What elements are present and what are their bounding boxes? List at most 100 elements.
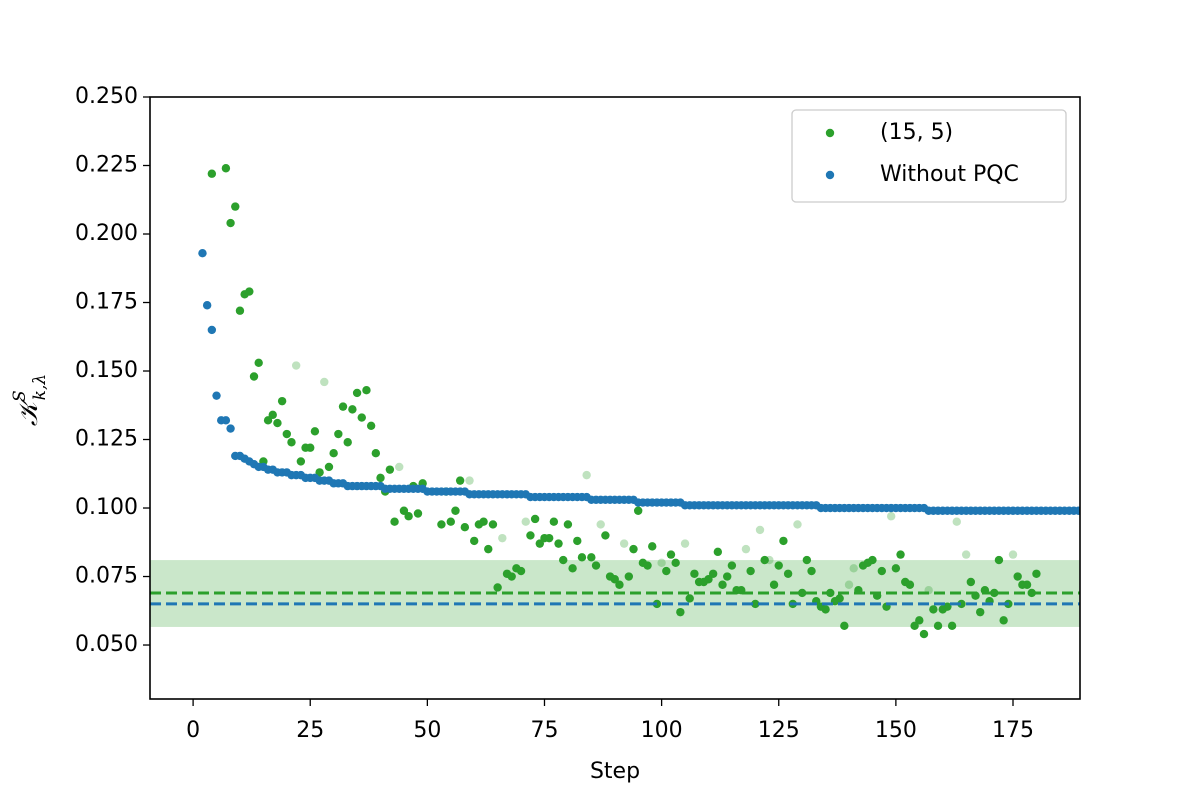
x-tick-label: 50: [413, 718, 441, 743]
point: [704, 575, 713, 584]
point: [334, 429, 343, 439]
y-tick-label: 0.125: [75, 427, 138, 452]
point: [385, 465, 395, 474]
point: [207, 169, 217, 178]
point: [966, 577, 976, 587]
point: [657, 558, 666, 568]
point: [324, 462, 334, 472]
point: [315, 468, 324, 477]
point: [765, 555, 774, 565]
point: [451, 506, 460, 515]
point: [844, 580, 854, 589]
point: [395, 462, 404, 472]
point: [840, 621, 849, 631]
point: [929, 605, 938, 614]
point: [615, 580, 624, 589]
point: [488, 520, 498, 529]
point: [366, 421, 376, 431]
point: [470, 536, 479, 546]
point: [198, 248, 207, 258]
point: [643, 561, 652, 570]
point: [268, 410, 277, 420]
point: [760, 555, 769, 565]
point: [933, 621, 943, 631]
point: [263, 416, 273, 425]
point: [680, 539, 690, 548]
point: [905, 580, 915, 589]
point: [212, 391, 221, 400]
point: [329, 449, 338, 458]
point: [994, 555, 1004, 565]
point: [662, 566, 671, 576]
point: [362, 385, 371, 395]
point: [484, 544, 493, 554]
point: [352, 388, 362, 398]
point: [320, 377, 329, 387]
point: [587, 553, 596, 562]
point: [245, 287, 254, 296]
point: [957, 599, 966, 609]
point: [231, 202, 240, 211]
point: [291, 361, 301, 370]
point: [202, 301, 212, 310]
point: [727, 561, 737, 570]
point: [568, 564, 577, 573]
y-tick-label: 0.050: [75, 632, 138, 657]
point: [559, 555, 568, 565]
point: [915, 616, 924, 625]
point: [498, 533, 507, 543]
point: [779, 536, 788, 546]
y-tick-label: 0.175: [75, 290, 138, 315]
point: [976, 607, 985, 617]
point: [666, 550, 676, 559]
point: [404, 512, 413, 521]
point: [708, 569, 718, 578]
x-tick-label: 100: [641, 718, 683, 743]
point: [226, 424, 235, 433]
legend-label: (15, 5): [880, 120, 953, 145]
point: [591, 561, 601, 570]
point: [235, 306, 245, 315]
point: [371, 449, 381, 458]
point: [835, 594, 844, 603]
point: [755, 525, 765, 535]
point: [961, 550, 971, 559]
x-tick-label: 150: [875, 718, 917, 743]
legend-marker: [825, 128, 835, 138]
point: [348, 405, 357, 414]
point: [446, 517, 455, 526]
point: [990, 588, 999, 598]
point: [357, 413, 366, 422]
point: [460, 522, 470, 532]
point: [221, 164, 231, 173]
point: [629, 544, 638, 554]
point: [601, 531, 610, 540]
point: [610, 575, 619, 584]
y-label-sup: S: [10, 390, 30, 402]
point: [723, 572, 732, 581]
point: [577, 553, 587, 562]
legend-box: [791, 109, 1067, 203]
point: [797, 588, 807, 598]
point: [282, 429, 292, 439]
point: [249, 372, 259, 381]
legend-label: Without PQC: [880, 162, 1019, 187]
point: [226, 218, 235, 228]
point: [493, 583, 502, 592]
point: [886, 512, 896, 521]
legend-marker: [825, 170, 835, 180]
point: [530, 514, 540, 524]
point: [1022, 580, 1032, 589]
y-tick-label: 0.150: [75, 358, 138, 383]
point: [619, 539, 629, 548]
point: [1008, 550, 1018, 559]
point: [910, 621, 919, 631]
x-axis-label: Step: [590, 759, 640, 784]
point: [310, 427, 320, 436]
y-axis-label: 𝒦Sk,λ: [10, 374, 50, 426]
point: [554, 539, 563, 548]
y-tick-label: 0.200: [75, 221, 138, 246]
point: [526, 531, 535, 540]
point: [952, 517, 961, 526]
